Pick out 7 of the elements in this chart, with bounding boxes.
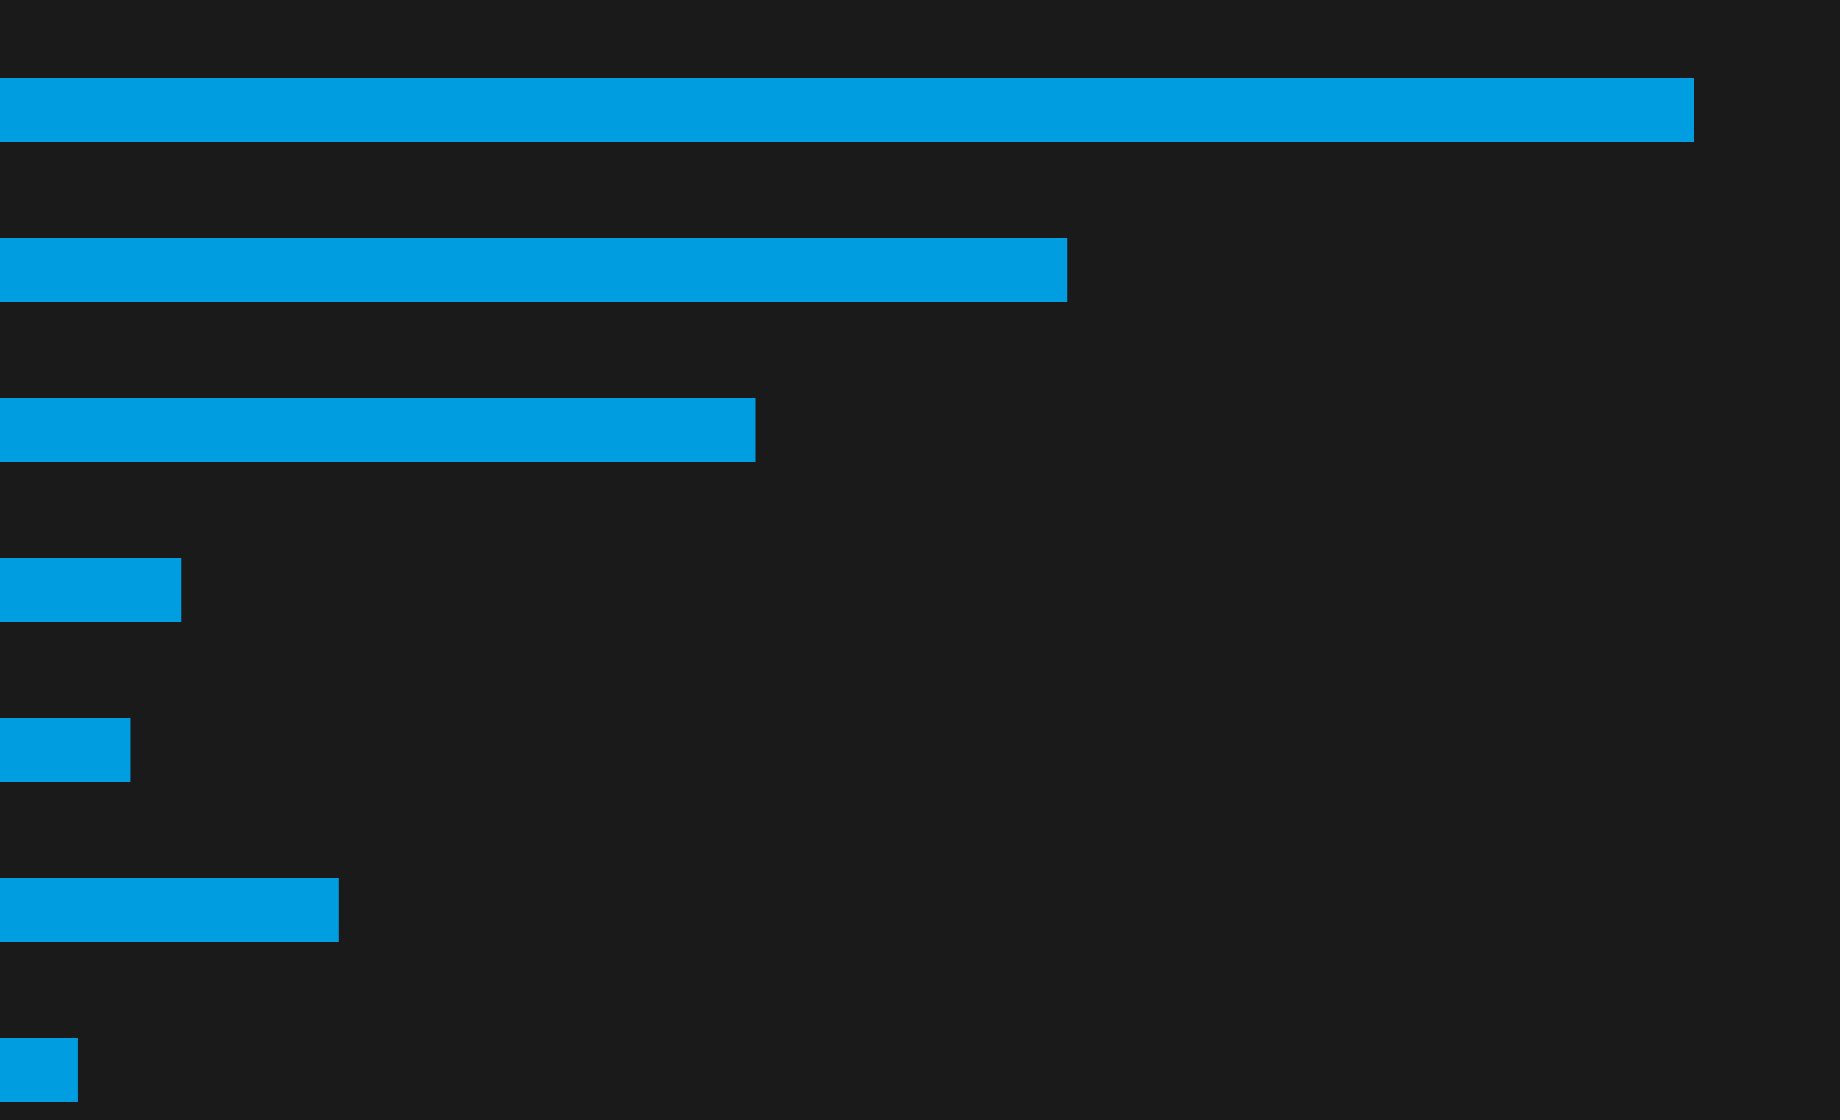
bar	[0, 78, 1694, 142]
bar	[0, 398, 756, 462]
bar	[0, 1038, 78, 1102]
bar	[0, 718, 131, 782]
bar	[0, 238, 1068, 302]
bar	[0, 558, 182, 622]
bar	[0, 878, 339, 942]
